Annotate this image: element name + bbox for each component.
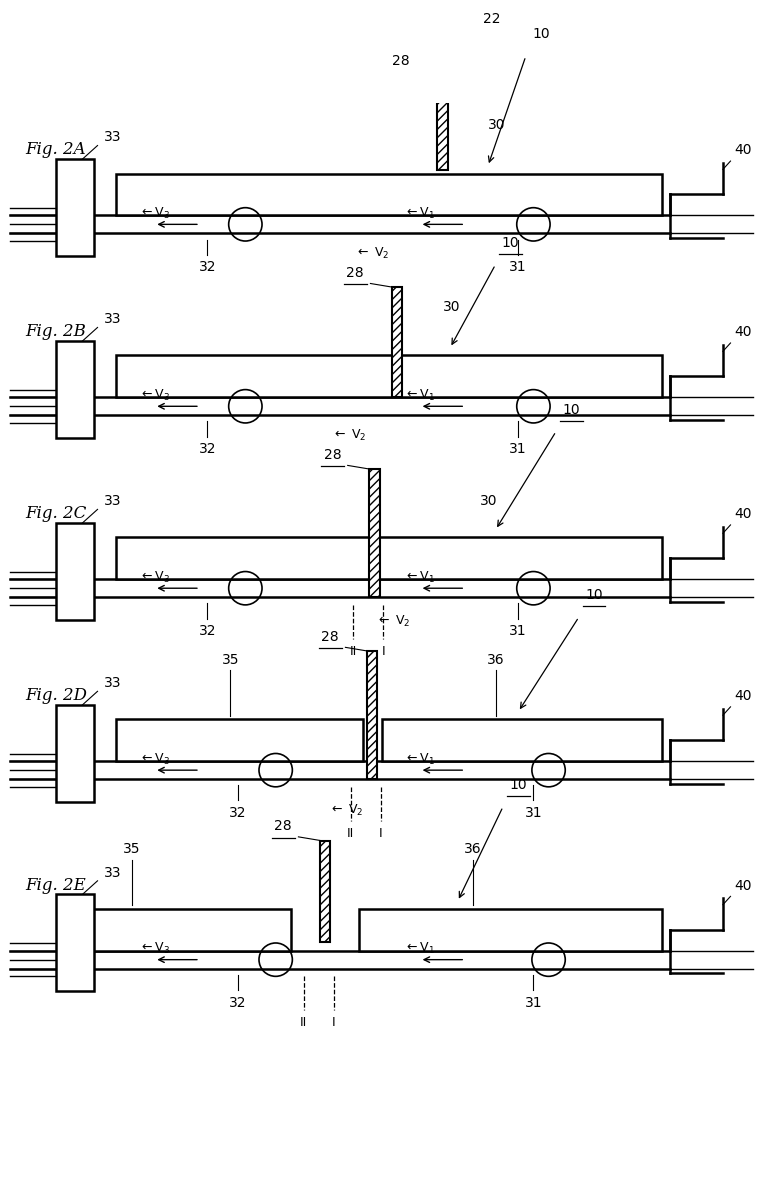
- Text: 32: 32: [198, 625, 216, 638]
- Text: $\leftarrow$V$_1$: $\leftarrow$V$_1$: [404, 206, 435, 221]
- Text: 31: 31: [509, 625, 526, 638]
- Text: 31: 31: [509, 260, 526, 274]
- Text: $\leftarrow$V$_1$: $\leftarrow$V$_1$: [404, 940, 435, 956]
- Bar: [391, 287, 402, 397]
- Text: 28: 28: [274, 819, 291, 833]
- Text: I: I: [379, 826, 382, 839]
- Text: 10: 10: [532, 27, 549, 42]
- Text: Fig. 2E: Fig. 2E: [25, 876, 86, 893]
- Text: 28: 28: [321, 629, 339, 644]
- Text: $\leftarrow$ V$_2$: $\leftarrow$ V$_2$: [329, 803, 363, 818]
- Bar: [117, 174, 662, 216]
- Text: Fig. 2B: Fig. 2B: [25, 323, 86, 340]
- Text: II: II: [300, 1016, 307, 1029]
- Bar: [56, 341, 94, 439]
- Bar: [366, 651, 377, 780]
- Bar: [117, 355, 662, 397]
- Text: 31: 31: [524, 995, 542, 1010]
- Text: $\leftarrow$ V$_2$: $\leftarrow$ V$_2$: [375, 614, 410, 628]
- Text: 33: 33: [104, 865, 121, 880]
- Bar: [117, 720, 362, 762]
- Text: 10: 10: [501, 236, 519, 249]
- Text: 28: 28: [346, 266, 364, 280]
- Text: 33: 33: [104, 676, 121, 690]
- Bar: [436, 79, 447, 170]
- Text: 40: 40: [734, 325, 752, 339]
- Text: 10: 10: [509, 777, 526, 791]
- Text: 40: 40: [734, 689, 752, 703]
- Text: $\leftarrow$V$_3$: $\leftarrow$V$_3$: [139, 387, 169, 403]
- Text: 36: 36: [486, 652, 504, 666]
- Bar: [320, 840, 330, 943]
- Text: Fig. 2D: Fig. 2D: [25, 687, 88, 704]
- Text: 30: 30: [488, 118, 505, 132]
- Text: 32: 32: [229, 995, 246, 1010]
- Text: 33: 33: [104, 312, 121, 327]
- Text: 33: 33: [104, 130, 121, 144]
- Text: $\leftarrow$ V$_2$: $\leftarrow$ V$_2$: [355, 246, 389, 261]
- Text: 36: 36: [464, 842, 481, 856]
- Text: Fig. 2A: Fig. 2A: [25, 142, 86, 159]
- Bar: [359, 909, 662, 951]
- Text: 30: 30: [480, 493, 497, 508]
- Text: 30: 30: [442, 300, 459, 315]
- Text: 10: 10: [562, 403, 580, 416]
- Text: 32: 32: [198, 260, 216, 274]
- Text: I: I: [332, 1016, 336, 1029]
- Bar: [79, 909, 291, 951]
- Text: $\leftarrow$V$_3$: $\leftarrow$V$_3$: [139, 940, 169, 956]
- Bar: [117, 538, 662, 579]
- Text: 40: 40: [734, 879, 752, 893]
- Text: 33: 33: [104, 495, 121, 508]
- Text: $\leftarrow$V$_1$: $\leftarrow$V$_1$: [404, 570, 435, 584]
- Bar: [56, 894, 94, 992]
- Text: 40: 40: [734, 507, 752, 521]
- Text: II: II: [347, 826, 354, 839]
- Text: $\leftarrow$V$_3$: $\leftarrow$V$_3$: [139, 751, 169, 766]
- Text: 32: 32: [198, 442, 216, 457]
- Text: 32: 32: [229, 806, 246, 820]
- Text: 31: 31: [509, 442, 526, 457]
- Bar: [56, 523, 94, 620]
- Text: 22: 22: [482, 12, 500, 26]
- Text: 10: 10: [584, 588, 603, 602]
- Bar: [382, 720, 662, 762]
- Bar: [56, 160, 94, 256]
- Text: $\leftarrow$V$_1$: $\leftarrow$V$_1$: [404, 387, 435, 403]
- Bar: [56, 706, 94, 802]
- Text: 40: 40: [734, 143, 752, 157]
- Text: 28: 28: [391, 54, 409, 68]
- Text: $\leftarrow$V$_1$: $\leftarrow$V$_1$: [404, 751, 435, 766]
- Text: 28: 28: [324, 448, 341, 461]
- Text: Fig. 2C: Fig. 2C: [25, 505, 87, 522]
- Text: $\leftarrow$V$_3$: $\leftarrow$V$_3$: [139, 206, 169, 221]
- Text: 35: 35: [221, 652, 239, 666]
- Text: 35: 35: [123, 842, 140, 856]
- Text: 31: 31: [524, 806, 542, 820]
- Text: I: I: [382, 645, 385, 658]
- Text: II: II: [349, 645, 356, 658]
- Text: $\leftarrow$ V$_2$: $\leftarrow$ V$_2$: [332, 428, 366, 443]
- Bar: [369, 470, 379, 597]
- Text: $\leftarrow$V$_3$: $\leftarrow$V$_3$: [139, 570, 169, 584]
